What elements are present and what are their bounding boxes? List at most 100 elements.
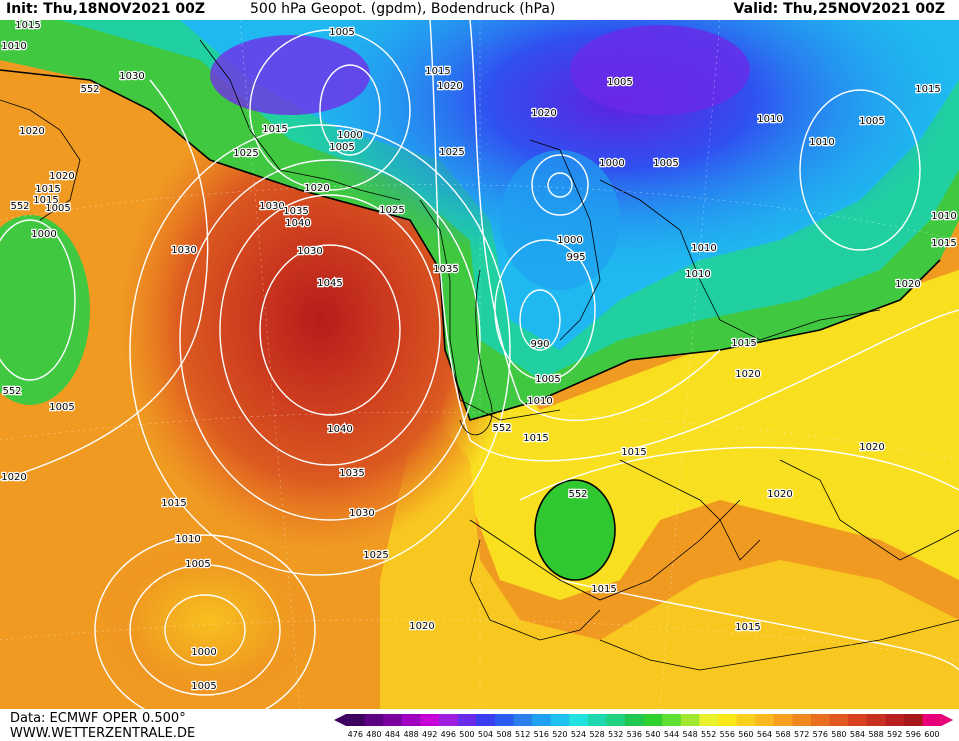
pressure-label: 552 bbox=[1, 385, 23, 399]
pressure-label-text: 1005 bbox=[49, 402, 74, 413]
pressure-label-text: 1020 bbox=[304, 183, 329, 194]
scale-tick-label: 540 bbox=[645, 730, 660, 739]
pressure-label: 1020 bbox=[766, 488, 794, 502]
scale-swatch bbox=[532, 714, 552, 726]
scale-swatch bbox=[587, 714, 607, 726]
pressure-label-text: 1005 bbox=[653, 158, 678, 169]
pressure-label-text: 1000 bbox=[337, 130, 362, 141]
pressure-label: 1020 bbox=[436, 80, 464, 94]
pressure-label-text: 1035 bbox=[283, 206, 308, 217]
pressure-label-text: 1020 bbox=[1, 472, 26, 483]
pressure-label-text: 1015 bbox=[591, 584, 616, 595]
pressure-label-text: 1015 bbox=[915, 84, 940, 95]
scale-tick-label: 592 bbox=[887, 730, 902, 739]
scale-tick-label: 532 bbox=[608, 730, 623, 739]
scale-swatch bbox=[829, 714, 849, 726]
scale-swatch bbox=[755, 714, 775, 726]
pressure-label-text: 552 bbox=[2, 386, 21, 397]
scale-swatch bbox=[699, 714, 719, 726]
scale-swatch bbox=[346, 714, 366, 726]
pressure-label: 1015 bbox=[424, 65, 452, 79]
pressure-label: 1025 bbox=[232, 147, 260, 161]
pressure-label-text: 1035 bbox=[433, 264, 458, 275]
pressure-label: 1015 bbox=[261, 123, 289, 137]
pressure-label-text: 1010 bbox=[757, 114, 782, 125]
pressure-label-text: 1025 bbox=[363, 550, 388, 561]
pressure-label: 1030 bbox=[258, 200, 286, 214]
scale-swatch bbox=[662, 714, 682, 726]
scale-tick-label: 492 bbox=[422, 730, 437, 739]
scale-tick-label: 520 bbox=[552, 730, 567, 739]
pressure-label-text: 552 bbox=[568, 489, 587, 500]
pressure-label: 1015 bbox=[914, 83, 942, 97]
pressure-label-text: 552 bbox=[10, 201, 29, 212]
pressure-label-text: 1025 bbox=[439, 147, 464, 158]
scale-swatch bbox=[643, 714, 663, 726]
init-time: Init: Thu,18NOV2021 00Z bbox=[6, 1, 205, 17]
pressure-label-text: 1010 bbox=[809, 137, 834, 148]
pressure-label-text: 1015 bbox=[15, 20, 40, 31]
scale-swatch bbox=[680, 714, 700, 726]
color-scale-legend: 476 480 484 488 492 496 500 504 508 512 516 520 524 5… bbox=[334, 714, 954, 739]
pressure-label: 1030 bbox=[348, 507, 376, 521]
pressure-label-text: 1030 bbox=[349, 508, 374, 519]
pressure-label-text: 1015 bbox=[735, 622, 760, 633]
scale-tick-label: 496 bbox=[441, 730, 456, 739]
pressure-label: 1005 bbox=[606, 76, 634, 90]
pressure-label-text: 1030 bbox=[119, 71, 144, 82]
scale-tick-label: 580 bbox=[831, 730, 846, 739]
boundary-552-line bbox=[0, 69, 941, 421]
isobars bbox=[0, 20, 959, 709]
pressure-label: 1020 bbox=[303, 182, 331, 196]
pressure-label-text: 1020 bbox=[859, 442, 884, 453]
pressure-label-text: 1005 bbox=[329, 142, 354, 153]
pressure-label: 1005 bbox=[184, 558, 212, 572]
pressure-label: 1020 bbox=[734, 368, 762, 382]
pressure-label: 1015 bbox=[730, 337, 758, 351]
pressure-label: 1045 bbox=[316, 277, 344, 291]
pressure-label-text: 552 bbox=[80, 84, 99, 95]
pressure-label: 1005 bbox=[48, 401, 76, 415]
scale-swatch bbox=[736, 714, 756, 726]
pressure-label: 552 bbox=[79, 83, 101, 97]
scale-tick-label: 572 bbox=[794, 730, 809, 739]
scale-tick-label: 504 bbox=[478, 730, 493, 739]
chart-title: 500 hPa Geopot. (gpdm), Bodendruck (hPa) bbox=[250, 1, 556, 17]
pressure-label: 1000 bbox=[336, 129, 364, 143]
scale-swatch bbox=[885, 714, 905, 726]
scale-tick-label: 500 bbox=[459, 730, 474, 739]
pressure-label: 1005 bbox=[328, 26, 356, 40]
pressure-label-text: 1010 bbox=[685, 269, 710, 280]
pressure-label: 990 bbox=[529, 338, 551, 352]
pressure-label: 1030 bbox=[118, 70, 146, 84]
scale-tick-label: 588 bbox=[868, 730, 883, 739]
pressure-label: 1025 bbox=[378, 204, 406, 218]
pressure-label-text: 1015 bbox=[262, 124, 287, 135]
pressure-label-text: 1025 bbox=[233, 148, 258, 159]
pressure-label-text: 1000 bbox=[31, 229, 56, 240]
scale-swatch bbox=[866, 714, 886, 726]
pressure-label-text: 1015 bbox=[161, 498, 186, 509]
scale-tick-label: 488 bbox=[403, 730, 418, 739]
pressure-label-text: 1035 bbox=[339, 468, 364, 479]
pressure-label: 1020 bbox=[0, 471, 28, 485]
scale-swatch bbox=[848, 714, 868, 726]
pressure-label: 1035 bbox=[338, 467, 366, 481]
pressure-label-text: 1020 bbox=[437, 81, 462, 92]
purple-core-greenland bbox=[210, 35, 370, 115]
pressure-label-text: 1005 bbox=[185, 559, 210, 570]
scale-swatch bbox=[476, 714, 496, 726]
pressure-label-text: 1005 bbox=[329, 27, 354, 38]
website-credit: WWW.WETTERZENTRALE.DE bbox=[10, 726, 196, 741]
pressure-label: 1005 bbox=[44, 202, 72, 216]
scale-tick-label: 548 bbox=[682, 730, 697, 739]
scale-swatch bbox=[773, 714, 793, 726]
pressure-label: 1010 bbox=[930, 210, 958, 224]
pressure-label-text: 1020 bbox=[19, 126, 44, 137]
scale-swatch bbox=[550, 714, 570, 726]
pressure-label: 1015 bbox=[160, 497, 188, 511]
scale-swatch bbox=[457, 714, 477, 726]
pressure-label: 1000 bbox=[190, 646, 218, 660]
pressure-label-text: 1020 bbox=[49, 171, 74, 182]
pressure-label-text: 1030 bbox=[259, 201, 284, 212]
